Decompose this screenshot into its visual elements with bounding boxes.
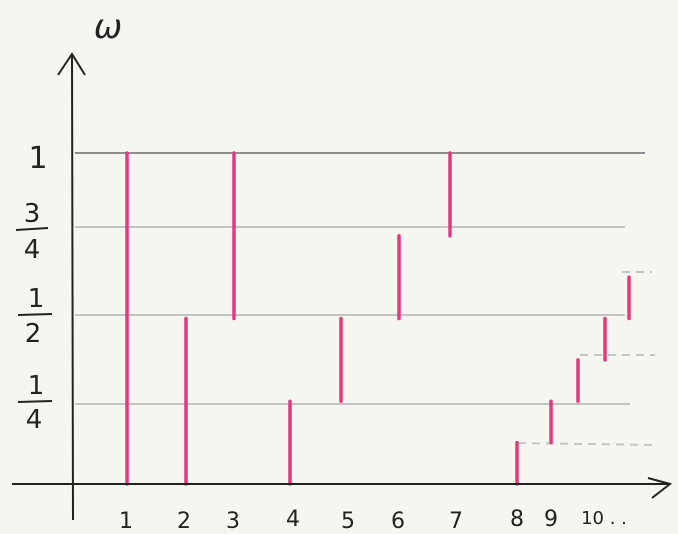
x-label-8: 8 xyxy=(510,507,524,532)
y-label-1-2-denominator: 2 xyxy=(25,319,42,349)
x-label-10: 10 . . xyxy=(581,508,627,529)
interval-columns xyxy=(127,153,629,484)
y-axis xyxy=(72,54,73,520)
y-axis-symbol: ω xyxy=(94,7,122,47)
y-label-3-4-numerator: 3 xyxy=(24,199,41,229)
x-label-9: 9 xyxy=(544,507,558,532)
y-label-3-4-denominator: 4 xyxy=(24,235,41,265)
y-label-1-4: 1 4 xyxy=(18,371,52,435)
y-label-3-4-bar xyxy=(16,228,48,230)
x-label-1: 1 xyxy=(119,509,133,534)
y-label-1-2-numerator: 1 xyxy=(28,284,45,314)
y-label-1: 1 xyxy=(28,141,47,176)
y-label-1-4-bar xyxy=(18,401,52,402)
step-line-1-8 xyxy=(518,443,655,445)
y-label-1-4-denominator: 4 xyxy=(26,405,43,435)
y-label-1-4-numerator: 1 xyxy=(28,371,45,401)
x-label-7: 7 xyxy=(449,509,463,534)
y-label-1-2: 1 2 xyxy=(18,284,52,349)
y-label-3-4: 3 4 xyxy=(16,199,48,265)
x-label-4: 4 xyxy=(286,507,300,532)
x-label-2: 2 xyxy=(177,509,191,534)
y-label-1-2-bar xyxy=(18,314,52,315)
x-axis-arrow xyxy=(648,478,670,498)
x-label-5: 5 xyxy=(341,509,355,534)
x-label-6: 6 xyxy=(391,509,405,534)
x-label-3: 3 xyxy=(226,509,240,534)
